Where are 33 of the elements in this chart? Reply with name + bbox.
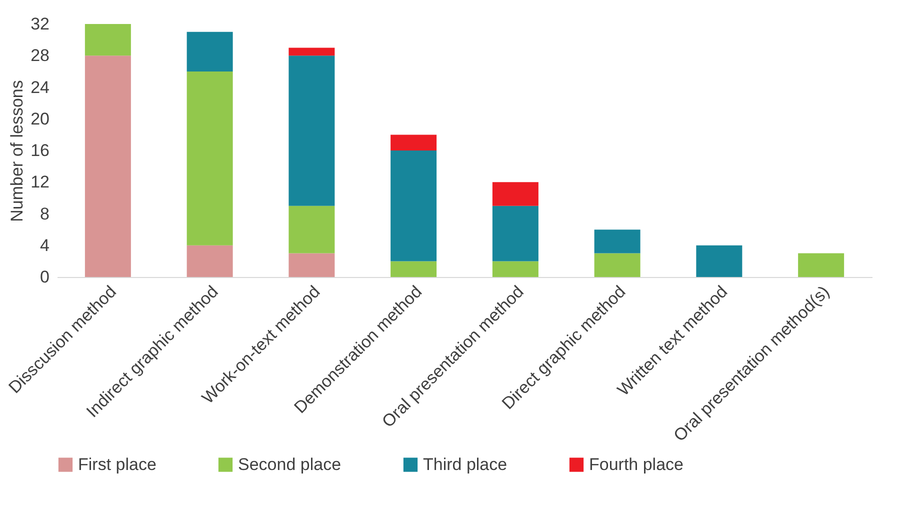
bar (390, 134, 437, 150)
bar (390, 150, 437, 262)
bar (84, 56, 131, 277)
bar (288, 48, 335, 56)
bar (186, 71, 233, 246)
y-tick-label: 0 (40, 268, 50, 286)
bar (288, 253, 335, 277)
y-tick-label: 28 (30, 46, 50, 66)
legend-label: Fourth place (589, 454, 684, 474)
y-tick-label: 20 (30, 109, 50, 128)
y-axis-title: Number of lessons (8, 80, 27, 222)
legend-label: Third place (423, 454, 508, 474)
legend-label: First place (78, 454, 156, 474)
y-tick-label: 24 (30, 78, 50, 97)
legend-label: Second place (238, 454, 342, 474)
bar (492, 261, 538, 277)
y-tick-label: 12 (30, 172, 50, 192)
bar (594, 230, 640, 254)
bar (186, 245, 233, 277)
bar (390, 261, 437, 277)
bar (492, 182, 538, 206)
bar (798, 253, 844, 277)
bar (186, 32, 233, 72)
y-tick-label: 4 (40, 236, 50, 255)
bar (288, 206, 335, 254)
bar (84, 24, 131, 56)
y-tick-label: 16 (30, 141, 50, 160)
bar (594, 253, 640, 277)
y-tick-label: 8 (40, 204, 50, 224)
y-tick-label: 32 (30, 14, 50, 34)
bar (696, 245, 742, 277)
bar (288, 56, 335, 206)
bar (492, 206, 538, 262)
